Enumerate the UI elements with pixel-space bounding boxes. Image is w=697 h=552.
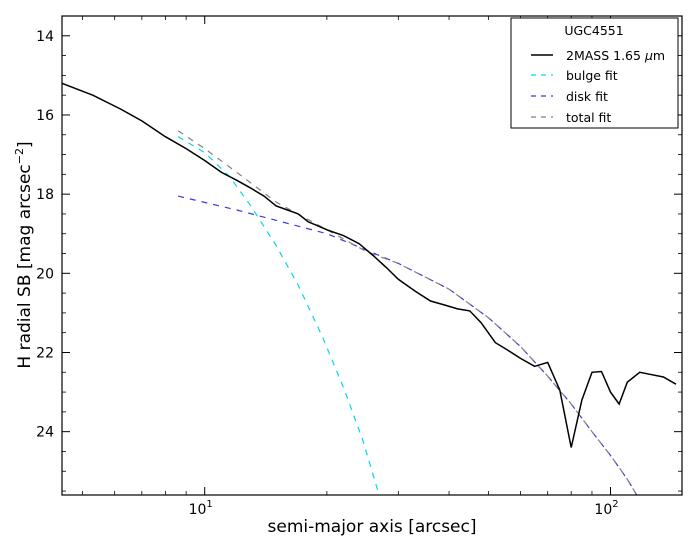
series-line-2mass-1-65-m — [62, 82, 677, 448]
legend: UGC4551 2MASS 1.65 μm bulge fit disk fit… — [510, 17, 679, 129]
legend-label-2mass-unit: m — [653, 48, 665, 63]
y-tick-label: 20 — [36, 266, 54, 282]
x-tick-label-base: 10 — [594, 502, 612, 518]
x-tick-label-base: 10 — [189, 502, 207, 518]
legend-title: UGC4551 — [564, 23, 623, 38]
x-tick-label-exponent: 2 — [612, 499, 618, 510]
series-line-disk-fit — [177, 195, 638, 495]
y-tick-label: 24 — [36, 425, 54, 441]
legend-label-total: total fit — [566, 110, 611, 125]
y-axis-label: H radial SB [mag arcsec−2] — [13, 141, 35, 368]
x-tick-label: 102 — [594, 499, 618, 518]
x-tick-label-exponent: 1 — [206, 499, 212, 510]
y-axis-label-exponent: −2 — [13, 148, 26, 164]
legend-label-2mass-main: 2MASS 1.65 — [566, 48, 645, 63]
series-line-bulge-fit — [177, 136, 380, 495]
y-axis-label-close: ] — [15, 141, 35, 148]
legend-label-bulge: bulge fit — [566, 68, 618, 83]
legend-box — [510, 17, 679, 129]
legend-label-2mass: 2MASS 1.65 μm — [566, 48, 665, 63]
legend-label-2mass-symbol: μ — [644, 48, 653, 63]
y-tick-label: 18 — [36, 187, 54, 203]
x-axis-label: semi-major axis [arcsec] — [268, 517, 477, 537]
series-layer — [62, 82, 677, 495]
legend-label-disk: disk fit — [566, 89, 608, 104]
y-tick-label: 22 — [36, 345, 54, 361]
x-tick-label: 101 — [189, 499, 213, 518]
series-line-total-fit — [177, 130, 638, 495]
plot-frame — [61, 15, 683, 496]
y-axis-label-main: H radial SB [mag arcsec — [15, 164, 35, 368]
y-tick-label: 16 — [36, 108, 54, 124]
y-tick-label: 14 — [36, 29, 54, 45]
